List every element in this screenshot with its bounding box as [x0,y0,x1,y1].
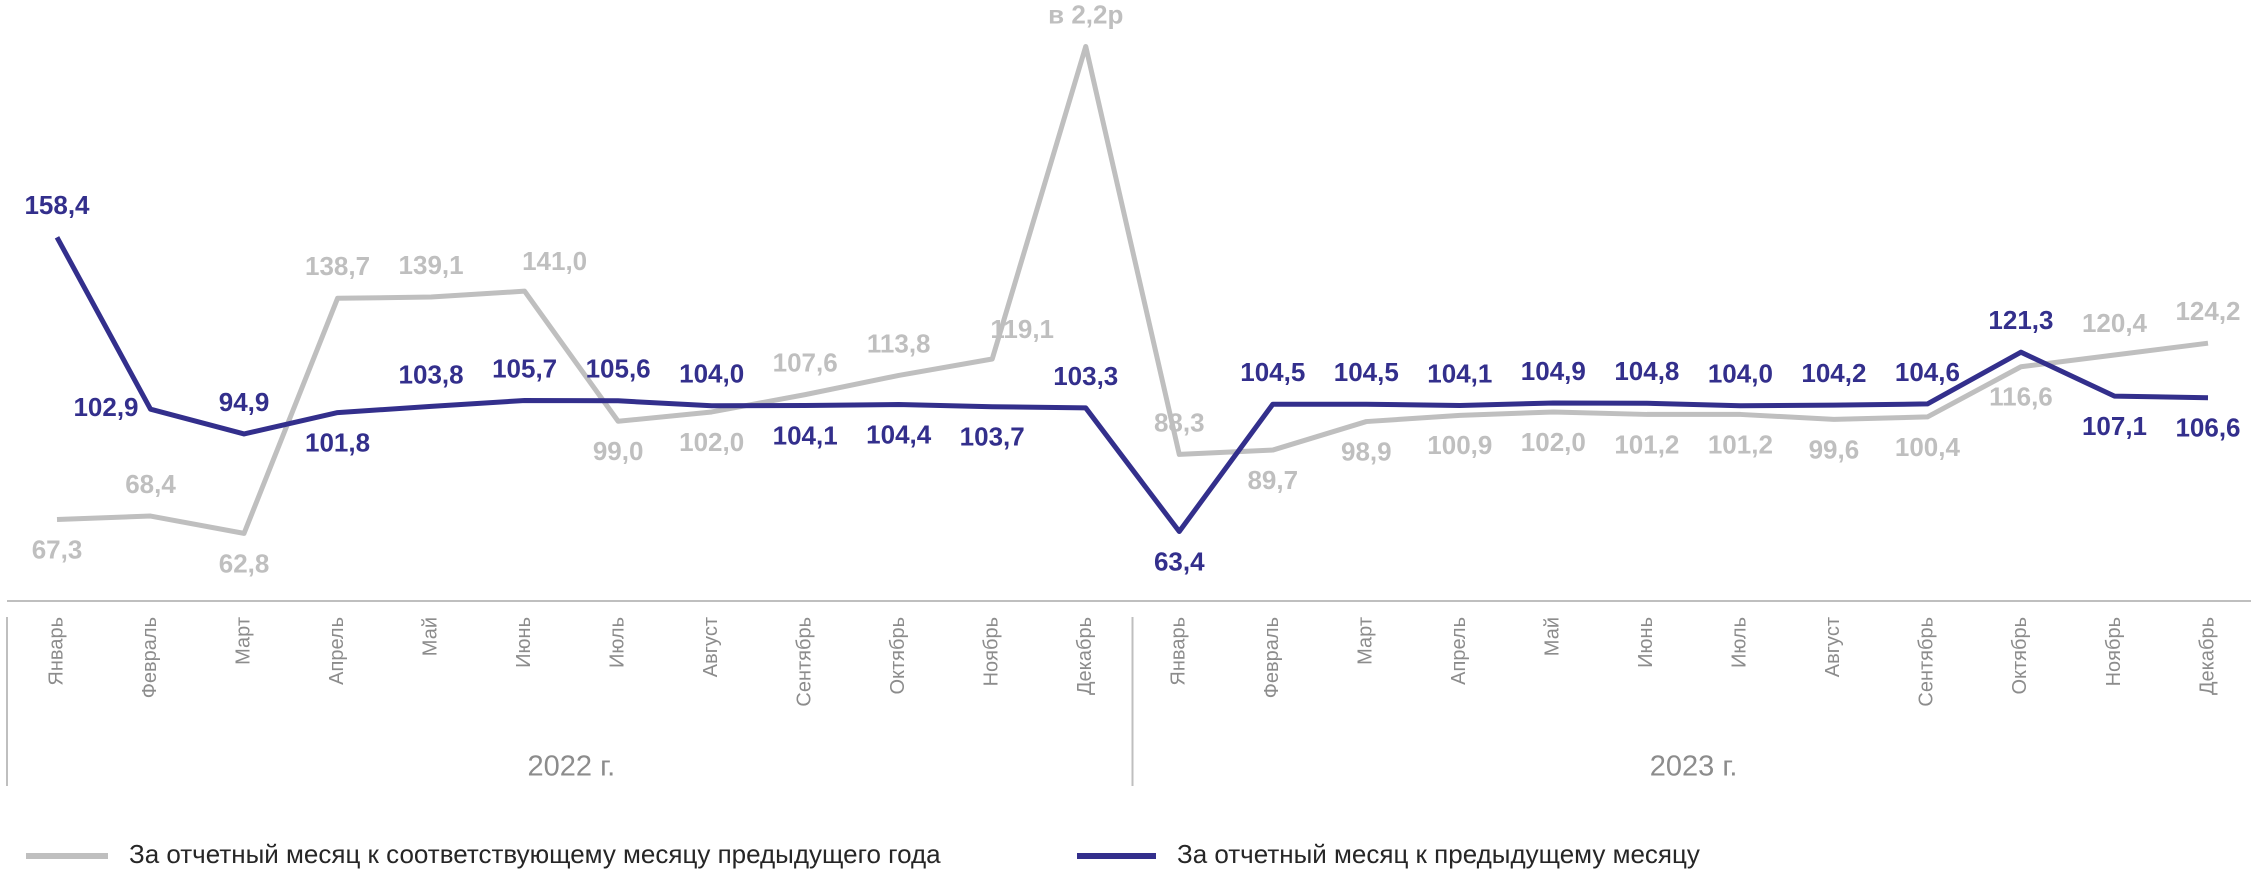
value-label: 104,1 [773,420,838,450]
x-tick-label: Апрель [1448,617,1470,685]
x-tick-label: Январь [1168,617,1190,686]
value-label: 104,6 [1895,357,1960,387]
x-tick-label: Октябрь [887,617,909,695]
x-tick-label: Июль [606,617,628,668]
group-label: 2022 г. [528,751,616,783]
value-label: 101,2 [1614,429,1679,459]
x-tick-label: Ноябрь [980,617,1002,686]
value-label: 89,7 [1247,465,1298,495]
x-tick-label: Февраль [139,617,161,698]
value-label: 98,9 [1341,436,1392,466]
value-label: 120,4 [2082,308,2148,338]
x-tick-label: Сентябрь [1916,617,1938,707]
value-label: 104,5 [1334,357,1399,387]
value-label: 67,3 [32,534,83,564]
value-label: 88,3 [1154,407,1205,437]
value-label: 139,1 [399,250,464,280]
legend-label: За отчетный месяц к соответствующему мес… [129,839,941,869]
value-label: 103,7 [960,422,1025,452]
x-tick-label: Апрель [326,617,348,685]
x-tick-label: Март [232,617,254,665]
value-label: 107,6 [773,347,838,377]
value-label: 106,6 [2175,413,2240,443]
x-tick-label: Декабрь [2196,617,2218,695]
value-label: 102,0 [1521,427,1586,457]
value-label: 94,9 [219,387,270,417]
value-label: 121,3 [1988,305,2053,335]
series-line [54,236,2209,535]
value-label: 104,1 [1427,358,1492,388]
value-label: 102,9 [73,392,138,422]
value-label: 104,8 [1614,356,1679,386]
value-label: 104,4 [866,419,932,449]
value-label: 113,8 [867,328,931,358]
value-label: 100,4 [1895,432,1961,462]
x-tick-label: Декабрь [1074,617,1096,695]
value-label: 105,6 [586,354,651,384]
x-tick-label: Май [1542,617,1564,656]
x-tick-label: Июнь [513,617,535,668]
value-label: 158,4 [24,190,90,220]
value-label: 119,1 [990,314,1054,344]
value-label: 104,9 [1521,356,1586,386]
x-tick-label: Ноябрь [2103,617,2125,686]
x-tick-label: Сентябрь [793,617,815,707]
value-label: 141,0 [522,246,587,276]
value-label: 104,2 [1801,358,1866,388]
value-label: 68,4 [125,469,176,499]
group-label: 2023 г. [1650,751,1738,783]
value-label: 102,0 [679,427,744,457]
value-label: 99,6 [1809,434,1860,464]
value-label: 101,2 [1708,429,1773,459]
value-label: 116,6 [1989,382,2053,412]
value-label: в 2,2р [1048,0,1123,29]
value-label: 99,0 [593,436,644,466]
value-label: 63,4 [1154,546,1205,576]
x-tick-label: Май [419,617,441,656]
value-label: 105,7 [492,353,557,383]
value-label: 101,8 [305,427,370,457]
value-label: 104,5 [1240,357,1305,387]
series-line [56,43,2209,536]
legend-label: За отчетный месяц к предыдущему месяцу [1177,839,1700,869]
value-label: 103,3 [1053,361,1118,391]
value-label: 100,9 [1427,430,1492,460]
x-tick-label: Октябрь [2009,617,2031,695]
value-label: 138,7 [305,251,370,281]
value-label: 62,8 [219,548,270,578]
value-label: 104,0 [1708,359,1773,389]
x-tick-label: Февраль [1261,617,1283,698]
x-tick-label: Июль [1729,617,1751,668]
x-tick-label: Июнь [1635,617,1657,668]
value-label: 104,0 [679,359,744,389]
x-tick-label: Август [700,617,722,677]
x-tick-label: Январь [45,617,67,686]
x-tick-label: Март [1355,617,1377,665]
value-label: 107,1 [2082,411,2147,441]
x-tick-label: Август [1822,617,1844,677]
value-label: 103,8 [399,359,464,389]
value-label: 124,2 [2175,296,2240,326]
